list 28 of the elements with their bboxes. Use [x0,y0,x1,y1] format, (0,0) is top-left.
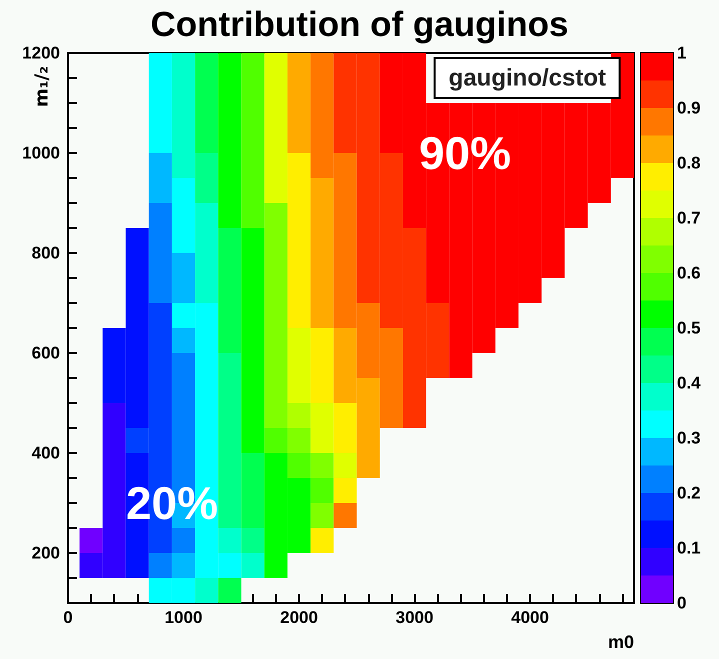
y-tick-label: 1200 [22,44,60,62]
x-tick-label: 2000 [280,608,318,627]
color-bar-label: 0.3 [677,428,701,448]
annotation: gaugino/cstot [448,64,606,92]
y-axis-title: m₁/₂ [32,66,52,108]
color-bar-label: 0.7 [677,208,701,228]
color-bar-label: 0.4 [677,374,702,392]
color-bar-label: 0.2 [677,484,701,502]
chart-title: Contribution of gauginos [150,5,568,44]
x-tick-label: 0 [63,608,73,627]
x-tick-label: 4000 [511,608,549,627]
color-bar-label: 1 [677,44,686,62]
annotation: 20% [126,477,218,529]
y-tick-label: 600 [32,344,60,362]
y-tick-label: 1000 [22,144,60,162]
x-axis-title: m0 [608,632,634,652]
x-tick-label: 1000 [164,608,202,627]
color-bar-label: 0.9 [677,98,701,118]
color-bar-label: 0.1 [677,538,701,558]
color-bar-label: 0.5 [677,318,701,338]
y-tick-label: 200 [32,544,60,562]
y-tick-label: 800 [32,244,60,262]
annotation: 90% [418,127,512,179]
color-bar-label: 0 [677,594,686,612]
color-bar-label: 0.8 [677,154,701,172]
x-tick-label: 3000 [396,608,434,627]
color-bar-label: 0.6 [677,264,701,282]
y-tick-label: 400 [32,444,60,462]
